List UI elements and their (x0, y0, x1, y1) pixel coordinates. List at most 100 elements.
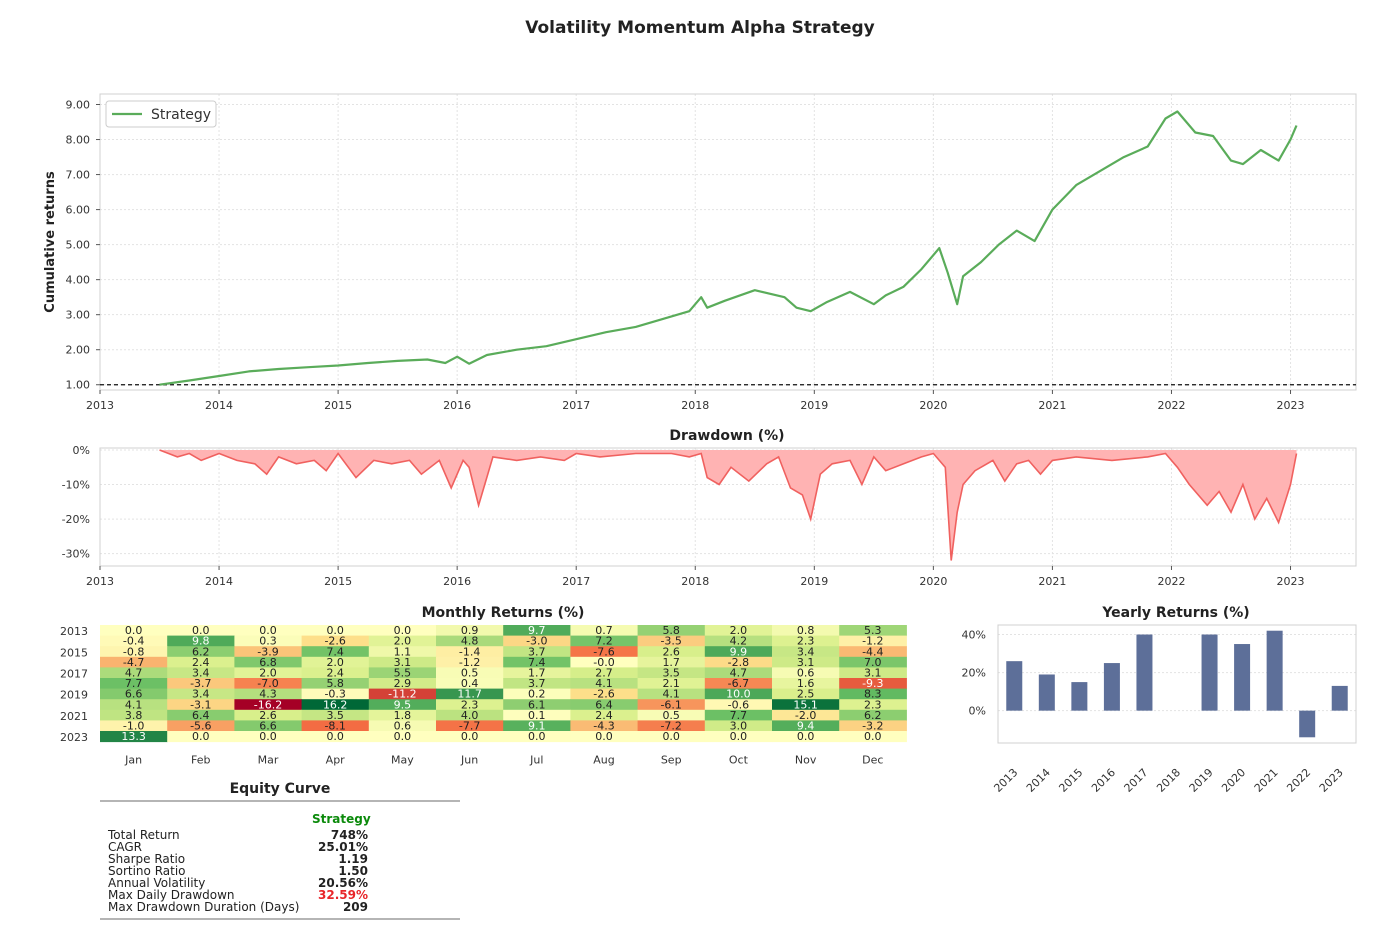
heatmap-cell (570, 731, 639, 743)
heatmap-cell-label: 0.6 (394, 720, 412, 733)
heatmap-cell-label: 1.7 (662, 656, 680, 669)
heatmap-cell (436, 731, 504, 743)
y-tick-label: 40% (962, 629, 986, 642)
heatmap-cell (368, 625, 437, 637)
x-tick-label: 2014 (1024, 766, 1053, 795)
stat-label: Total Return (108, 828, 180, 842)
heatmap-cell-label: -7.2 (660, 720, 681, 733)
heatmap-cell-label: 2.3 (864, 698, 882, 711)
stat-value: 25.01% (318, 840, 368, 854)
heatmap-cell (436, 635, 504, 647)
heatmap-cell-label: 3.1 (797, 656, 815, 669)
heatmap-cell (637, 625, 706, 637)
heatmap-cell-label: 2.0 (259, 667, 277, 680)
yearly-bar (1006, 661, 1023, 711)
heatmap-cell (368, 646, 437, 658)
heatmap-cell (301, 678, 370, 690)
stats-column-header: Strategy (312, 812, 371, 826)
heatmap-cell (704, 667, 773, 679)
heatmap-cell (100, 688, 168, 700)
heatmap-cell (100, 667, 168, 679)
heatmap-cell (637, 709, 706, 721)
y-tick-label: 20% (962, 667, 986, 680)
heatmap-cell (704, 656, 773, 668)
x-tick-label: 2019 (800, 399, 828, 412)
heatmap-cell (301, 635, 370, 647)
yearly-plot-frame (997, 624, 1357, 744)
heatmap-cell (436, 699, 504, 711)
stat-label: CAGR (108, 840, 143, 854)
heatmap-cell-label: 6.6 (259, 720, 277, 733)
heatmap-cell (167, 731, 235, 743)
stat-label: Sortino Ratio (108, 864, 186, 878)
heatmap-cell-label: -6.1 (660, 698, 681, 711)
x-tick-label: 2016 (443, 399, 471, 412)
heatmap-cell (839, 646, 907, 658)
stats-title: Equity Curve (229, 781, 331, 797)
stat-row-sortino: Sortino Ratio 1.50 (108, 865, 368, 877)
drawdown-title: Drawdown (%) (669, 428, 784, 444)
heatmap-cell-label: -2.6 (324, 635, 345, 648)
heatmap-cell-label: 6.4 (595, 698, 613, 711)
heatmap-cell-label: 3.8 (125, 709, 143, 722)
heatmap-cell (637, 656, 706, 668)
heatmap-cell-label: 0.3 (259, 635, 277, 648)
y-tick-label: -30% (62, 548, 90, 561)
heatmap-cell-label: 6.8 (259, 656, 277, 669)
heatmap-cell-label: 2.4 (192, 656, 210, 669)
heatmap-cell (570, 699, 639, 711)
heatmap-cell (570, 688, 639, 700)
heatmap-cell-label: 4.7 (125, 667, 143, 680)
y-tick-label: 0% (73, 444, 90, 457)
heatmap-cell (167, 667, 235, 679)
heatmap-cell (772, 635, 840, 647)
drawdown-x-ticks: 2013 2014 2015 2016 2017 2018 2019 2020 2021 2022… (86, 566, 1305, 588)
heatmap-cell (637, 635, 706, 647)
stats-top-rule (100, 800, 460, 802)
heatmap-cell (167, 678, 235, 690)
heatmap-cell-label: -2.0 (795, 709, 816, 722)
heatmap-cell (100, 625, 168, 637)
heatmap-cell-label: -2.8 (728, 656, 749, 669)
yearly-bar (1038, 674, 1055, 711)
x-tick-label: 2015 (324, 399, 352, 412)
heatmap-cell (368, 678, 437, 690)
y-tick-label: -20% (62, 513, 90, 526)
heatmap-cell-label: -3.7 (190, 677, 211, 690)
heatmap-cell-label: 13.3 (121, 730, 146, 743)
heatmap-month-labels: Jan Feb Mar Apr May Jun Jul Aug Sep Oct Nov Dec (124, 754, 883, 767)
monthly-returns-heatmap: Monthly Returns (%) 0.0 0.0 0.0 0.0 0.0 0.9 9.… (60, 605, 907, 767)
heatmap-cell (839, 625, 907, 637)
heatmap-cell (772, 699, 840, 711)
heatmap-cell (704, 709, 773, 721)
yearly-returns-chart: Yearly Returns (%) 0% 20% 40% 2013 2014 2015… (962, 605, 1357, 795)
heatmap-cell-label: 9.9 (730, 645, 748, 658)
heatmap-cell-label: 0.5 (662, 709, 680, 722)
heatmap-cell-label: -0.3 (324, 688, 345, 701)
stat-value: 748% (330, 828, 368, 842)
drawdown-area (159, 450, 1297, 561)
stats-bottom-rule (100, 918, 460, 920)
heatmap-cell-label: 6.2 (192, 645, 210, 658)
heatmap-cell-label: 2.4 (595, 709, 613, 722)
yearly-title: Yearly Returns (%) (1101, 605, 1249, 621)
heatmap-cell (839, 688, 907, 700)
heatmap-cell-label: 0.7 (595, 624, 613, 637)
heatmap-cell-label: 3.1 (864, 667, 882, 680)
heatmap-cell (301, 699, 370, 711)
y-tick-label: 0% (969, 705, 986, 718)
heatmap-cell (503, 635, 571, 647)
strategy-line (159, 110, 1298, 386)
stat-value: 1.50 (338, 864, 368, 878)
heatmap-cell (839, 720, 907, 732)
heatmap-cell-label: -4.7 (123, 656, 144, 669)
cumulative-x-ticks: 2013 2014 2015 2016 2017 2018 2019 2020 2021 2022… (86, 390, 1305, 412)
heatmap-cell-label: 0.0 (730, 730, 748, 743)
y-tick-label: 5.00 (66, 239, 91, 252)
y-tick-label: 3.00 (66, 309, 91, 322)
heatmap-cell-label: -7.0 (257, 677, 278, 690)
x-tick-label: 2014 (205, 399, 233, 412)
heatmap-title: Monthly Returns (%) (422, 605, 585, 621)
heatmap-cell-label: -6.7 (728, 677, 749, 690)
heatmap-cell (503, 656, 571, 668)
